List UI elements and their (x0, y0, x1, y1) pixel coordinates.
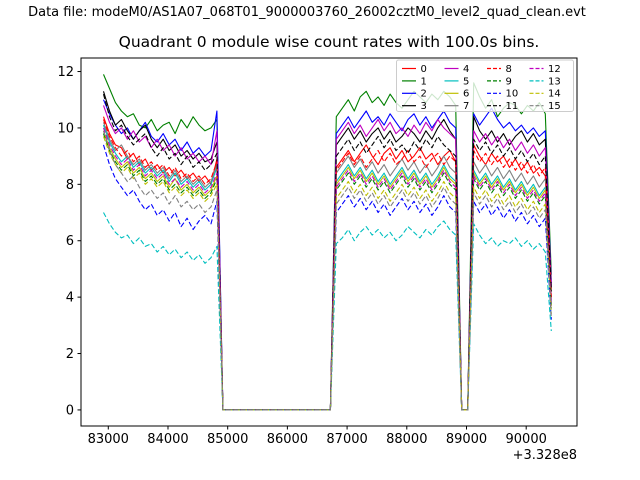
x-tick-label: 90000 (506, 432, 547, 447)
x-axis-offset-label: +3.328e8 (513, 448, 577, 463)
axes-spines (80, 57, 578, 427)
x-tick-label: 84000 (147, 432, 188, 447)
y-tick-label: 6 (66, 234, 74, 249)
legend-label-1: 1 (421, 76, 427, 87)
series-line-15 (102, 130, 552, 411)
legend-label-9: 9 (506, 76, 512, 87)
legend-box (396, 59, 574, 112)
y-tick-label: 4 (66, 291, 74, 306)
series-line-3 (102, 91, 552, 411)
series-line-11 (102, 93, 552, 411)
legend-label-15: 15 (548, 101, 561, 112)
series-line-13 (103, 212, 552, 411)
legend-label-12: 12 (548, 64, 561, 75)
y-tick-label: 10 (57, 121, 74, 136)
legend-label-3: 3 (421, 101, 427, 112)
legend-label-0: 0 (421, 64, 427, 75)
legend-label-14: 14 (548, 89, 561, 100)
datafile-label: Data file: modeM0/AS1A07_068T01_90000037… (28, 5, 586, 20)
series-line-4 (102, 105, 552, 411)
legend-label-10: 10 (506, 89, 519, 100)
legend-label-5: 5 (463, 76, 469, 87)
x-axis: 83000 84000 85000 86000 87000 88000 89000 90000 (88, 426, 547, 447)
series-line-6 (102, 130, 552, 411)
series-line-8 (102, 119, 552, 411)
x-tick-label: 85000 (207, 432, 248, 447)
series-line-0 (102, 116, 552, 411)
series-line-7 (102, 122, 552, 411)
y-tick-label: 8 (66, 178, 74, 193)
series-line-2 (102, 99, 552, 411)
legend-label-8: 8 (506, 64, 512, 75)
legend-label-4: 4 (463, 64, 469, 75)
y-tick-label: 2 (66, 347, 74, 362)
legend-label-13: 13 (548, 76, 561, 87)
y-tick-label: 12 (57, 65, 74, 80)
plot-border (80, 57, 578, 427)
x-tick-label: 87000 (326, 432, 367, 447)
x-tick-label: 86000 (267, 432, 308, 447)
legend-label-7: 7 (463, 101, 469, 112)
x-tick-label: 89000 (446, 432, 487, 447)
series-line-5 (102, 124, 552, 411)
chart-title: Quadrant 0 module wise count rates with … (119, 33, 540, 51)
legend-label-2: 2 (421, 89, 427, 100)
series-lines (102, 74, 552, 411)
x-tick-label: 83000 (88, 432, 129, 447)
y-tick-label: 0 (66, 403, 74, 418)
legend-label-11: 11 (506, 101, 519, 112)
legend-label-6: 6 (463, 89, 469, 100)
x-tick-label: 88000 (386, 432, 427, 447)
y-axis: 0 2 4 6 8 10 12 (57, 65, 81, 418)
series-line-14 (102, 136, 552, 411)
